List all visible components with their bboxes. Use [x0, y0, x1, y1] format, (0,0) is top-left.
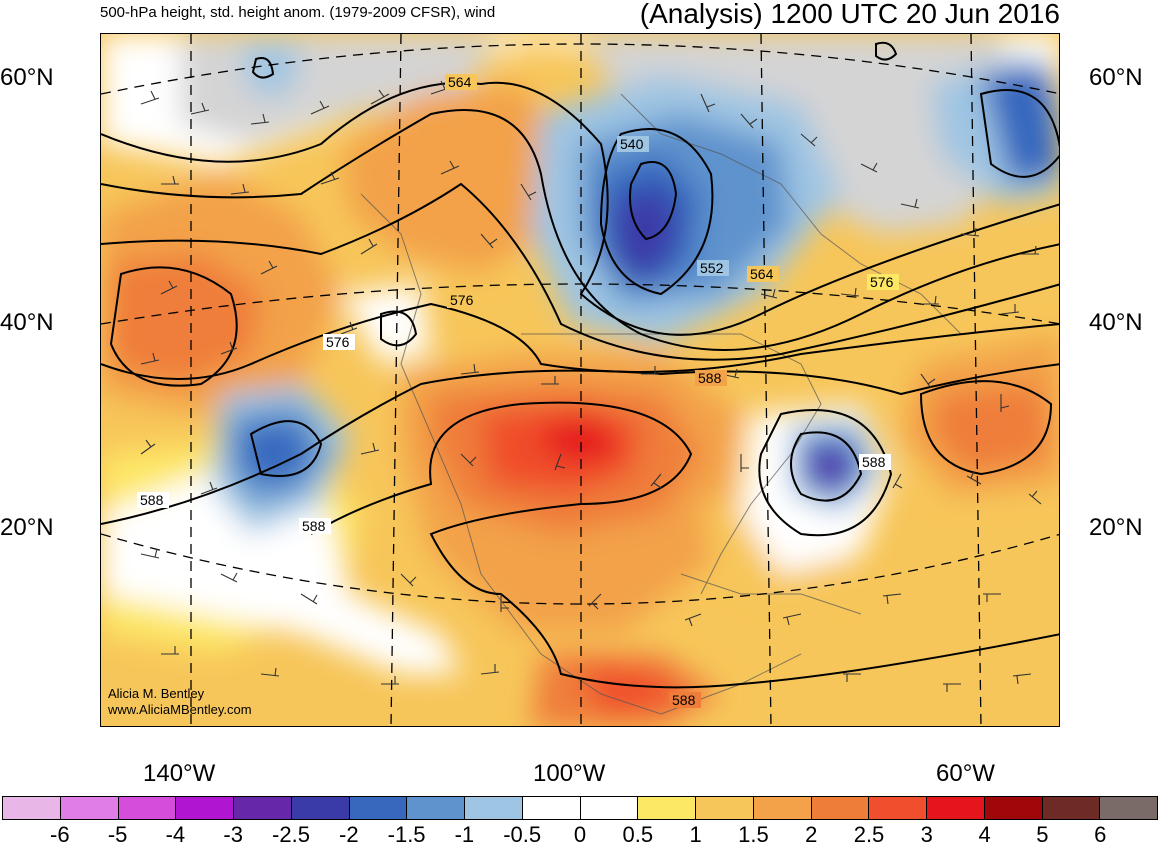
colorbar-swatch — [465, 797, 523, 819]
lat-label-right: 60°N — [1089, 64, 1143, 91]
colorbar-tick-label: 3 — [920, 822, 933, 847]
author-name: Alicia M. Bentley — [108, 686, 205, 701]
colorbar-swatch — [1042, 797, 1101, 819]
colorbar-swatch — [291, 797, 350, 819]
colorbar-tick-label: -0.5 — [503, 822, 542, 847]
contour-label: 552 — [700, 260, 724, 276]
colorbar-tick-labels: -6 -5 -4 -3 -2.5 -2 -1.5 -1 -0.5 0 0.5 1 1.5 2 2.5 3 4 5 6 — [0, 822, 1160, 848]
colorbar-swatch — [580, 797, 639, 819]
lon-label: 140°W — [143, 760, 216, 787]
contour-labels: 564 540 552 564 576 576 576 588 588 588 … — [137, 74, 899, 708]
colorbar-swatch — [407, 797, 465, 819]
colorbar-swatch — [1100, 797, 1157, 819]
contour-label: 576 — [450, 292, 474, 308]
colorbar-tick-label: -2 — [339, 822, 359, 847]
lat-label-left: 40°N — [0, 309, 54, 336]
colorbar-swatch — [522, 797, 581, 819]
colorbar-swatch — [60, 797, 119, 819]
contour-label: 588 — [302, 518, 326, 534]
wind-barbs — [140, 80, 1042, 692]
height-contours — [101, 41, 1059, 689]
colorbar-tick-label: -1.5 — [387, 822, 426, 847]
colorbar-swatch — [811, 797, 870, 819]
colorbar-tick-label: 5 — [1036, 822, 1049, 847]
colorbar-swatch — [927, 797, 985, 819]
colorbar-tick-label: -3 — [223, 822, 243, 847]
map-title: (Analysis) 1200 UTC 20 Jun 2016 — [639, 0, 1060, 29]
contour-label: 564 — [750, 266, 774, 282]
lat-label-left: 20°N — [0, 514, 54, 541]
colorbar-tick-label: -2.5 — [272, 822, 310, 847]
colorbar-swatch — [638, 797, 696, 819]
anomaly-map: 564 540 552 564 576 576 576 588 588 588 … — [101, 34, 1059, 726]
contour-label: 588 — [140, 492, 164, 508]
lon-label: 60°W — [936, 760, 995, 787]
contour-label: 588 — [698, 370, 722, 386]
colorbar-tick-label: -5 — [107, 822, 128, 847]
colorbar-swatch — [118, 797, 177, 819]
author-url: www.AliciaMBentley.com — [108, 702, 252, 717]
coastlines — [360, 93, 962, 715]
colorbar-tick-label: 2.5 — [853, 822, 885, 847]
contour-label: 588 — [672, 692, 696, 708]
contour-label: 576 — [870, 274, 894, 290]
lat-label-right: 20°N — [1089, 514, 1143, 541]
author-credit: Alicia M. Bentley www.AliciaMBentley.com — [108, 686, 252, 718]
lat-label-right: 40°N — [1089, 309, 1143, 336]
contour-label: 576 — [326, 334, 350, 350]
contour-label: 588 — [862, 454, 886, 470]
colorbar-swatch — [176, 797, 234, 819]
colorbar-swatch — [753, 797, 812, 819]
colorbar-tick-label: 0.5 — [622, 822, 654, 847]
colorbar-tick-label: -4 — [165, 822, 186, 847]
colorbar-swatch — [984, 797, 1043, 819]
colorbar-tick-label: 1.5 — [738, 822, 769, 847]
colorbar-tick-label: 2 — [805, 822, 818, 847]
contour-label: 564 — [448, 74, 472, 90]
colorbar-swatch — [234, 797, 292, 819]
lat-label-left: 60°N — [0, 64, 54, 91]
map-subtitle: 500-hPa height, std. height anom. (1979-… — [100, 4, 496, 21]
colorbar-tick-label: 1 — [689, 822, 702, 847]
lon-label: 100°W — [533, 760, 606, 787]
map-panel: 564 540 552 564 576 576 576 588 588 588 … — [100, 33, 1060, 727]
colorbar-swatch — [349, 797, 408, 819]
colorbar-tick-label: -1 — [454, 822, 475, 847]
colorbar-tick-label: 6 — [1094, 822, 1107, 847]
contour-label: 540 — [620, 136, 644, 152]
colorbar — [2, 796, 1158, 820]
colorbar-swatch — [696, 797, 754, 819]
colorbar-swatch — [869, 797, 927, 819]
colorbar-swatch — [3, 797, 61, 819]
colorbar-tick-label: -6 — [50, 822, 70, 847]
colorbar-tick-label: 4 — [978, 822, 991, 847]
colorbar-tick-label: 0 — [573, 822, 587, 847]
